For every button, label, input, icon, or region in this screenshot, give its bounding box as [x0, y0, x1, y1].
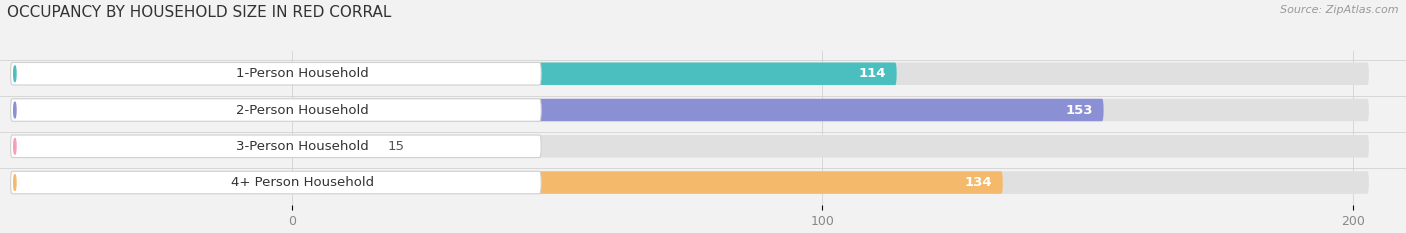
FancyBboxPatch shape [11, 62, 1369, 85]
FancyBboxPatch shape [11, 135, 541, 158]
Circle shape [14, 138, 15, 154]
Text: 134: 134 [965, 176, 993, 189]
FancyBboxPatch shape [11, 99, 1369, 121]
FancyBboxPatch shape [292, 62, 897, 85]
Circle shape [14, 66, 15, 82]
FancyBboxPatch shape [292, 171, 1002, 194]
Text: 4+ Person Household: 4+ Person Household [231, 176, 374, 189]
Text: 2-Person Household: 2-Person Household [236, 103, 368, 116]
Text: 1-Person Household: 1-Person Household [236, 67, 368, 80]
Text: OCCUPANCY BY HOUSEHOLD SIZE IN RED CORRAL: OCCUPANCY BY HOUSEHOLD SIZE IN RED CORRA… [7, 5, 391, 20]
FancyBboxPatch shape [292, 135, 371, 158]
FancyBboxPatch shape [11, 135, 1369, 158]
FancyBboxPatch shape [11, 171, 1369, 194]
Text: 114: 114 [859, 67, 886, 80]
Text: Source: ZipAtlas.com: Source: ZipAtlas.com [1281, 5, 1399, 15]
Text: 15: 15 [387, 140, 405, 153]
FancyBboxPatch shape [11, 171, 541, 194]
FancyBboxPatch shape [292, 99, 1104, 121]
Circle shape [14, 102, 15, 118]
FancyBboxPatch shape [11, 62, 541, 85]
FancyBboxPatch shape [11, 99, 541, 121]
Text: 153: 153 [1066, 103, 1092, 116]
Text: 3-Person Household: 3-Person Household [236, 140, 368, 153]
Circle shape [14, 175, 15, 190]
